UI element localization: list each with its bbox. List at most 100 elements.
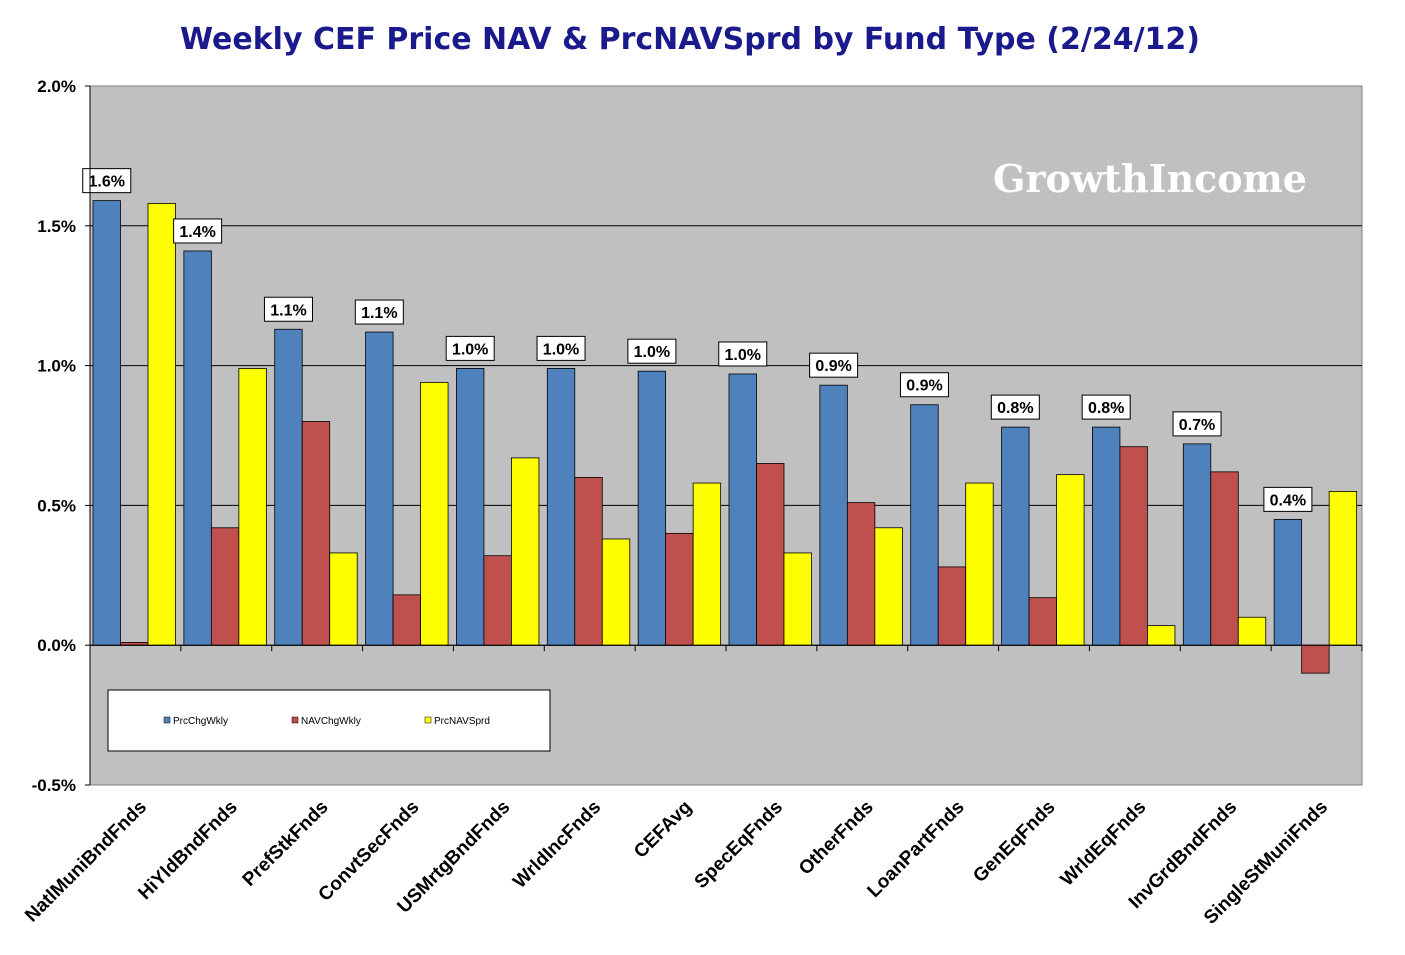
bar-prcnavsprd xyxy=(783,552,812,646)
bar-prcnavsprd xyxy=(601,538,631,646)
bar-navchgwkly xyxy=(392,594,421,646)
bar-prcchgwkly xyxy=(183,250,212,646)
data-label: 0.9% xyxy=(809,352,859,378)
legend-box xyxy=(107,689,551,752)
data-label-box xyxy=(990,394,1040,420)
bar-navchgwkly xyxy=(1210,471,1239,646)
data-label: 1.0% xyxy=(627,338,677,364)
bar-prcnavsprd xyxy=(874,527,903,646)
legend-label: NAVChgWkly xyxy=(301,716,361,727)
bar-prcnavsprd xyxy=(420,381,449,646)
data-label-box xyxy=(82,168,132,194)
x-tick-label: LoanPartFnds xyxy=(864,797,969,902)
data-label-text: 1.0% xyxy=(634,344,670,361)
bar-prcnavsprd xyxy=(1237,616,1267,646)
data-label: 1.0% xyxy=(445,335,495,361)
x-tick-label: OtherFnds xyxy=(795,797,878,880)
bar-prcchgwkly xyxy=(1273,518,1303,646)
data-label-text: 1.6% xyxy=(89,174,125,191)
bar-navchgwkly xyxy=(574,477,603,646)
x-tick-label: PrefStkFnds xyxy=(239,797,333,891)
bar-prcnavsprd xyxy=(238,367,267,646)
bar-prcchgwkly xyxy=(637,370,667,646)
legend: PrcChgWkly NAVChgWkly PrcNAVSprd xyxy=(107,689,551,752)
legend-swatch xyxy=(291,716,299,724)
data-label-text: 0.7% xyxy=(1179,417,1215,434)
bar-prcchgwkly xyxy=(456,367,485,646)
bar-prcnavsprd xyxy=(1147,625,1176,646)
data-label-text: 1.0% xyxy=(725,347,761,364)
bars-group xyxy=(92,200,1358,674)
bar-navchgwkly xyxy=(483,555,512,646)
data-label: 0.8% xyxy=(1081,394,1131,420)
data-label-text: 0.9% xyxy=(906,378,942,395)
data-label-text: 1.4% xyxy=(179,224,215,241)
bar-prcnavsprd xyxy=(692,482,722,646)
bar-navchgwkly xyxy=(756,463,785,646)
y-tick-label: 1.0% xyxy=(37,357,76,376)
data-label-box xyxy=(445,335,495,361)
bar-navchgwkly xyxy=(1119,446,1148,646)
bar-prcchgwkly xyxy=(1182,443,1212,646)
data-label-text: 1.0% xyxy=(452,341,488,358)
data-label: 1.6% xyxy=(82,168,132,194)
x-tick-label: HiYldBndFnds xyxy=(134,797,241,904)
bar-prcnavsprd xyxy=(329,552,358,646)
data-label: 0.8% xyxy=(990,394,1040,420)
bar-prcnavsprd xyxy=(965,482,994,646)
bar-prcnavsprd xyxy=(511,457,540,646)
watermark-text: GrowthIncome xyxy=(993,156,1307,201)
y-axis: 2.0% 1.5% 1.0% 0.5% 0.0% -0.5% xyxy=(32,77,91,795)
bar-prcchgwkly xyxy=(274,328,303,646)
y-tick-label: 1.5% xyxy=(37,217,76,236)
data-label-box xyxy=(1172,411,1222,437)
bar-prcnavsprd xyxy=(147,203,176,646)
data-label-box xyxy=(1263,486,1313,512)
data-label: 1.0% xyxy=(718,341,768,367)
y-tick-label: 0.5% xyxy=(37,496,76,515)
data-label-text: 1.0% xyxy=(543,341,579,358)
bar-prcchgwkly xyxy=(92,200,121,646)
data-label-text: 1.1% xyxy=(270,302,306,319)
legend-swatch xyxy=(163,716,171,724)
bar-navchgwkly xyxy=(1028,597,1057,646)
bar-prcchgwkly xyxy=(728,373,757,646)
data-label-box xyxy=(718,341,768,367)
x-tick-label: WrldEqFnds xyxy=(1057,797,1151,891)
data-label: 0.9% xyxy=(899,372,949,398)
x-tick-label: NatlMuniBndFnds xyxy=(21,797,151,927)
x-tick-label: GenEqFnds xyxy=(969,797,1059,887)
x-tick-label: CEFAvg xyxy=(630,797,696,863)
data-label-box xyxy=(536,335,586,361)
x-tick-label: SpecEqFnds xyxy=(691,797,787,893)
data-label-text: 0.9% xyxy=(815,358,851,375)
data-label: 1.4% xyxy=(173,218,223,244)
bar-prcchgwkly xyxy=(1001,426,1030,646)
data-label-text: 0.8% xyxy=(997,400,1033,417)
data-label: 1.0% xyxy=(536,335,586,361)
data-label-box xyxy=(173,218,223,244)
bar-prcchgwkly xyxy=(546,367,576,646)
chart-title: Weekly CEF Price NAV & PrcNAVSprd by Fun… xyxy=(180,22,1200,57)
y-tick-label: 0.0% xyxy=(37,636,76,655)
data-label-box xyxy=(263,296,313,322)
data-label-text: 1.1% xyxy=(361,305,397,322)
bar-navchgwkly xyxy=(210,527,240,646)
bar-navchgwkly xyxy=(301,421,331,646)
legend-label: PrcNAVSprd xyxy=(434,716,490,727)
data-label: 1.1% xyxy=(354,299,404,325)
bar-navchgwkly xyxy=(1301,644,1330,674)
data-label-box xyxy=(899,372,949,398)
bar-navchgwkly xyxy=(937,566,967,646)
x-tick-label: WrldIncFnds xyxy=(509,797,605,893)
bar-prcnavsprd xyxy=(1056,474,1085,646)
data-label-box xyxy=(809,352,859,378)
bar-prcchgwkly xyxy=(1092,426,1121,646)
data-label: 1.1% xyxy=(263,296,313,322)
data-label-box xyxy=(354,299,404,325)
legend-swatch xyxy=(424,716,432,724)
bar-prcchgwkly xyxy=(819,384,848,646)
bar-prcnavsprd xyxy=(1328,491,1358,646)
data-label-box xyxy=(627,338,677,364)
